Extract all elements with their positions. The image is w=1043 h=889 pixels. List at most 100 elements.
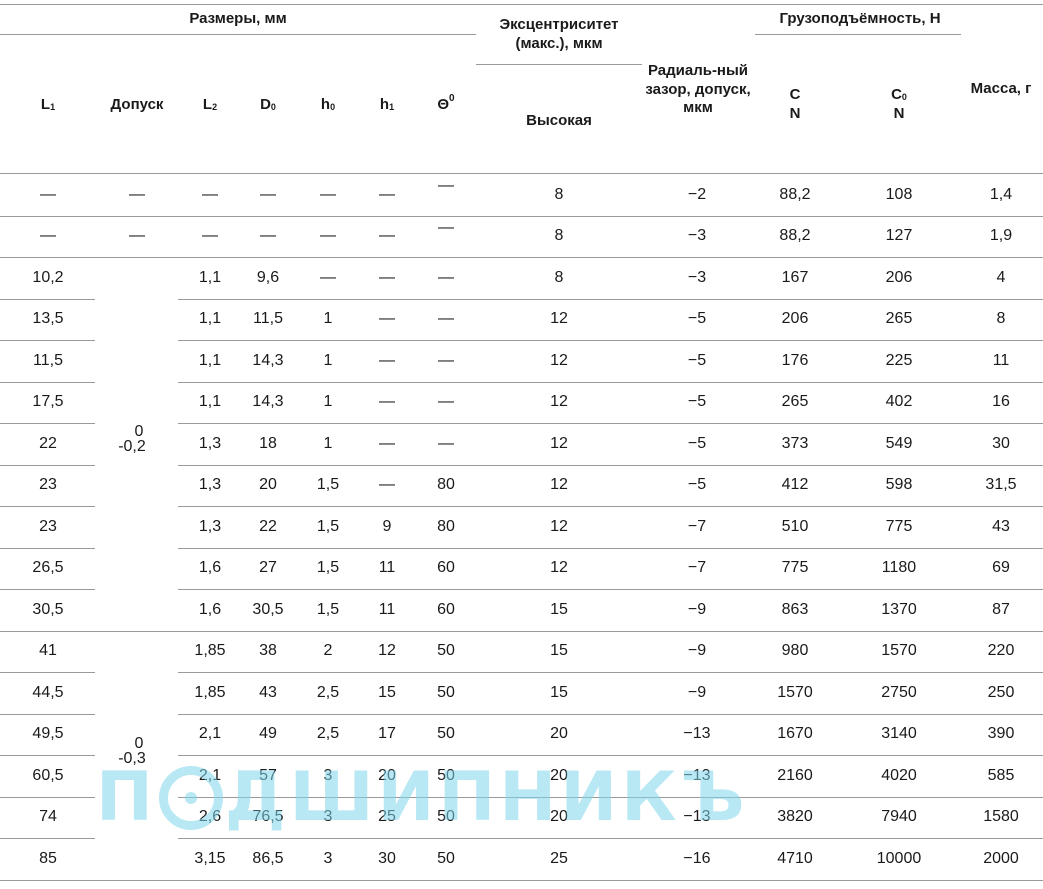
cell-theta: — — [438, 268, 454, 286]
cell-L2: 3,15 — [194, 849, 226, 867]
cell-h1: 25 — [378, 808, 396, 826]
cell-mass: 30 — [992, 434, 1010, 452]
cell-L2: 1,85 — [194, 642, 226, 660]
tolerance-range-1: 0 -0,2 — [118, 423, 146, 455]
cell-theta: — — [438, 393, 454, 411]
cell-L1: 23 — [39, 517, 57, 535]
cell-h1: — — [379, 185, 395, 203]
cell-theta: — — [438, 351, 454, 369]
cell-ecc: 12 — [550, 517, 568, 535]
cell-L2: 2,1 — [198, 725, 222, 743]
header-col-C0: C0 N — [891, 86, 907, 122]
cell-L1: 22 — [39, 434, 57, 452]
header-radial-clearance: Радиаль-ный зазор, допуск, мкм — [645, 61, 751, 117]
row-rule-right — [178, 340, 1043, 341]
cell-rad: −3 — [687, 268, 707, 286]
cell-mass: 250 — [987, 683, 1015, 701]
cell-theta: — — [438, 434, 454, 452]
cell-h0: 3 — [323, 808, 333, 826]
cell-rad: −7 — [687, 559, 707, 577]
cell-L1: 11,5 — [33, 351, 63, 369]
dimensions-group-rule — [0, 34, 476, 35]
row-rule-left — [0, 548, 95, 549]
cell-D0: 86,5 — [252, 849, 284, 867]
cell-h0: 1 — [323, 393, 333, 411]
cell-D0: 9,6 — [256, 268, 280, 286]
row-rule-right — [178, 589, 1043, 590]
cell-C0: 206 — [885, 268, 913, 286]
cell-h0: 1 — [323, 434, 333, 452]
cell-mass: 1580 — [983, 808, 1019, 826]
cell-h1: — — [379, 227, 395, 245]
cell-L2: 1,1 — [198, 268, 222, 286]
cell-C: 88,2 — [779, 227, 811, 245]
cell-D0: 22 — [259, 517, 277, 535]
cell-h1: 15 — [378, 683, 396, 701]
header-col-h1: h1 — [379, 95, 395, 113]
cell-mass: 31,5 — [985, 476, 1017, 494]
cell-L1: — — [40, 227, 56, 245]
cell-C: 775 — [781, 559, 809, 577]
cell-C0: 598 — [885, 476, 913, 494]
cell-L1: 74 — [39, 808, 57, 826]
header-mass: Масса, г — [970, 79, 1032, 97]
cell-C0: 2750 — [881, 683, 917, 701]
cell-C0: 4020 — [881, 766, 917, 784]
cell-L2: 1,1 — [198, 310, 222, 328]
cell-ecc: 12 — [550, 310, 568, 328]
row-rule-right — [178, 382, 1043, 383]
cell-h1: — — [379, 310, 395, 328]
cell-L1: 41 — [39, 642, 57, 660]
cell-L1: 13,5 — [32, 310, 64, 328]
cell-h1: — — [379, 351, 395, 369]
row-rule — [0, 216, 1043, 217]
cell-L1: 23 — [39, 476, 57, 494]
cell-h0: 3 — [323, 766, 333, 784]
cell-ecc: 25 — [550, 849, 568, 867]
cell-h0: — — [320, 268, 336, 286]
cell-L2: — — [202, 227, 218, 245]
cell-ecc: 15 — [550, 683, 568, 701]
cell-L2: 1,1 — [198, 351, 222, 369]
cell-rad: −5 — [687, 434, 707, 452]
header-bottom-rule — [0, 173, 1043, 174]
cell-mass: 220 — [987, 642, 1015, 660]
cell-h0: 1,5 — [316, 517, 340, 535]
row-rule-right — [178, 506, 1043, 507]
row-rule-left — [0, 423, 95, 424]
cell-L2: 1,85 — [194, 683, 226, 701]
cell-ecc: 20 — [550, 766, 568, 784]
cell-L1: 26,5 — [32, 559, 64, 577]
row-rule-left — [0, 755, 95, 756]
row-rule — [0, 631, 1043, 632]
cell-mass: 69 — [992, 559, 1010, 577]
cell-h1: 20 — [378, 766, 396, 784]
cell-D0: 57 — [259, 766, 277, 784]
cell-C0: 3140 — [881, 725, 917, 743]
cell-rad: −9 — [687, 600, 707, 618]
row-rule-left — [0, 838, 95, 839]
row-rule-left — [0, 506, 95, 507]
cell-rad: −13 — [683, 725, 711, 743]
cell-h1: 12 — [378, 642, 396, 660]
header-col-L1: L1 — [40, 95, 56, 113]
cell-C0: 108 — [885, 185, 913, 203]
row-rule-left — [0, 589, 95, 590]
cell-C0: 775 — [885, 517, 913, 535]
cell-L1: 85 — [39, 849, 57, 867]
cell-rad: −9 — [687, 683, 707, 701]
cell-C: 265 — [781, 393, 809, 411]
cell-C0: 1370 — [881, 600, 917, 618]
cell-L2: 1,3 — [198, 476, 222, 494]
cell-L2: 1,6 — [198, 559, 222, 577]
cell-mass: 1,4 — [989, 185, 1013, 203]
table-top-rule — [0, 4, 1043, 5]
cell-ecc: 20 — [550, 808, 568, 826]
cell-C: 510 — [781, 517, 809, 535]
cell-L1: 44,5 — [32, 683, 64, 701]
cell-theta: 60 — [437, 600, 455, 618]
row-rule — [0, 257, 1043, 258]
cell-ecc: 20 — [550, 725, 568, 743]
cell-theta: — — [438, 177, 454, 194]
